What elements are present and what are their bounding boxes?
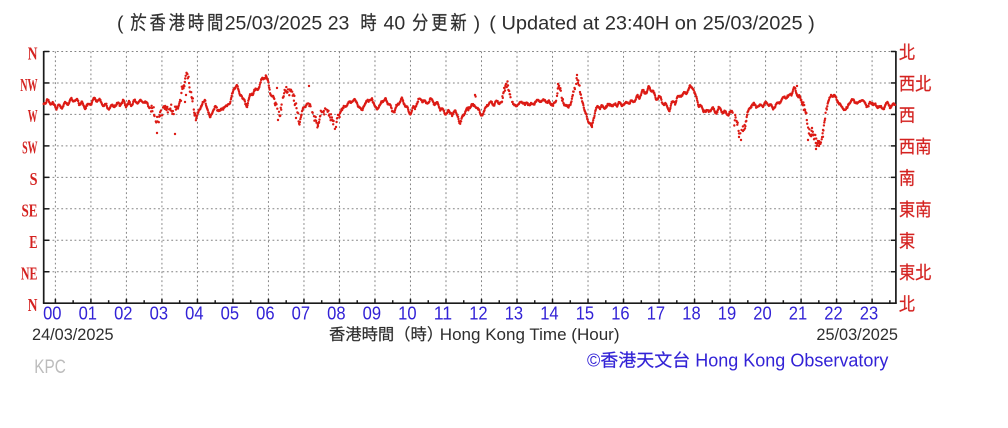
svg-text:(: ( [117, 13, 129, 35]
svg-text:25/03/2025: 25/03/2025 [816, 326, 898, 344]
svg-text:©: © [587, 351, 600, 371]
svg-text:09: 09 [363, 304, 381, 324]
svg-text:00: 00 [43, 304, 61, 324]
svg-text:40: 40 [384, 13, 406, 35]
svg-text:19: 19 [718, 304, 736, 324]
svg-text:21: 21 [789, 304, 807, 324]
svg-text:E: E [29, 232, 37, 252]
svg-text:25/03/2025 23: 25/03/2025 23 [225, 13, 350, 35]
svg-text:NW: NW [20, 75, 37, 95]
svg-text:08: 08 [327, 304, 345, 324]
svg-text:13: 13 [505, 304, 523, 324]
svg-text:KPC: KPC [34, 357, 65, 378]
svg-text:16: 16 [611, 304, 629, 324]
svg-text:05: 05 [221, 304, 239, 324]
svg-text:W: W [28, 106, 38, 126]
svg-text:SW: SW [22, 138, 37, 158]
svg-text:04: 04 [185, 304, 203, 324]
svg-text:NE: NE [21, 264, 38, 284]
svg-text:11: 11 [434, 304, 452, 324]
svg-text:18: 18 [682, 304, 700, 324]
svg-text:( Updated at 23:40H on 25/03/2: ( Updated at 23:40H on 25/03/2025 ) [489, 13, 815, 35]
svg-text:22: 22 [824, 304, 842, 324]
svg-text:03: 03 [150, 304, 168, 324]
svg-text:02: 02 [114, 304, 132, 324]
svg-text:S: S [30, 169, 38, 189]
svg-text:01: 01 [79, 304, 97, 324]
svg-text:N: N [28, 43, 38, 63]
svg-text:12: 12 [469, 304, 487, 324]
svg-text:15: 15 [576, 304, 594, 324]
svg-text:N: N [28, 295, 38, 315]
svg-text:14: 14 [540, 304, 558, 324]
svg-text:17: 17 [647, 304, 665, 324]
svg-text:Hong Kong Time (Hour): Hong Kong Time (Hour) [440, 326, 620, 344]
svg-text:Hong Kong Observatory: Hong Kong Observatory [690, 351, 888, 371]
svg-text:24/03/2025: 24/03/2025 [32, 326, 114, 344]
svg-text:10: 10 [398, 304, 416, 324]
svg-text:SE: SE [22, 201, 38, 221]
svg-text:06: 06 [256, 304, 274, 324]
svg-text:20: 20 [753, 304, 771, 324]
svg-text:): ) [474, 13, 480, 35]
svg-text:23: 23 [860, 304, 878, 324]
svg-text:07: 07 [292, 304, 310, 324]
